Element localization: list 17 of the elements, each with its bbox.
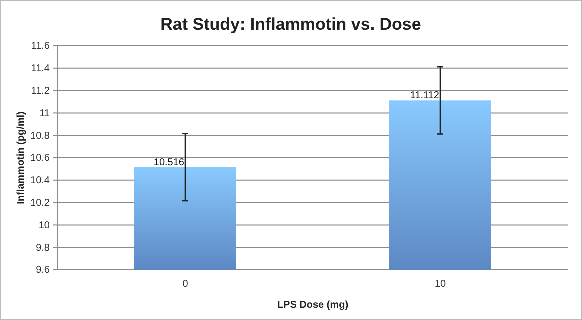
y-tick-label: 11 xyxy=(40,108,50,120)
y-tick-label: 10.8 xyxy=(30,130,50,142)
data-label: 11.112 xyxy=(410,90,440,102)
y-tick-label: 11.2 xyxy=(31,86,50,97)
y-tick-label: 11.4 xyxy=(31,64,50,75)
y-tick-label: 9.8 xyxy=(36,242,50,254)
y-tick-label: 11.6 xyxy=(31,41,50,52)
data-label: 10.516 xyxy=(154,157,185,168)
y-tick-label: 9.6 xyxy=(36,265,50,276)
y-axis-title: Inflammotin (pg/ml) xyxy=(16,112,27,204)
x-tick-label: 0 xyxy=(182,279,189,290)
y-tick-label: 10.2 xyxy=(30,198,50,209)
y-tick-label: 10 xyxy=(38,220,50,232)
x-axis-title: LPS Dose (mg) xyxy=(277,300,349,311)
y-tick-label: 10.6 xyxy=(30,153,50,164)
chart-title: Rat Study: Inflammotin vs. Dose xyxy=(160,15,422,34)
y-tick-label: 10.4 xyxy=(30,176,50,187)
